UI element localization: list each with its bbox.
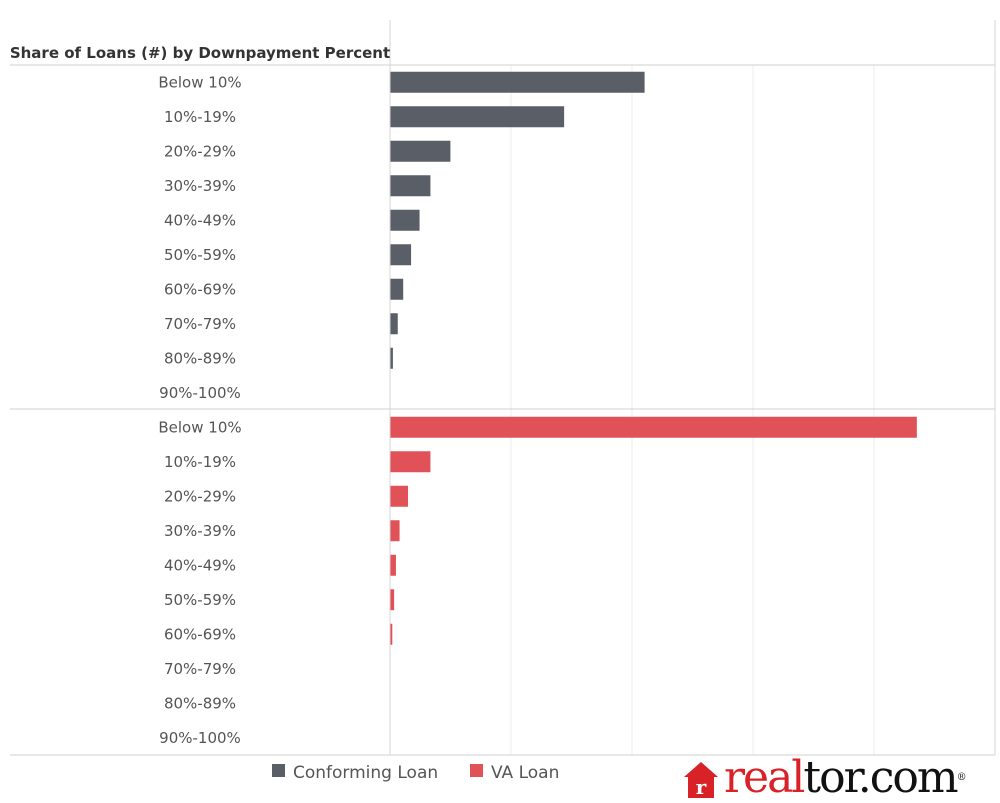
bar-va-6 — [390, 623, 393, 645]
row-label: 80%-89% — [164, 349, 236, 367]
bar-va-4 — [390, 554, 396, 576]
row-label: 50%-59% — [164, 591, 236, 609]
row-labels: Below 10% 10%-19% 20%-29% 30%-39% 40%-49% 50%… — [158, 73, 241, 747]
bar-conforming-4 — [390, 209, 420, 231]
bar-conforming-6 — [390, 278, 404, 300]
legend: Conforming Loan VA Loan — [272, 763, 559, 783]
row-label: 50%-59% — [164, 246, 236, 264]
bar-conforming-5 — [390, 244, 412, 266]
bars — [390, 71, 917, 645]
row-label: 20%-29% — [164, 487, 236, 505]
row-label: 30%-39% — [164, 177, 236, 195]
row-label: 30%-39% — [164, 522, 236, 540]
chart-title: Share of Loans (#) by Downpayment Percen… — [10, 44, 390, 62]
row-label: 60%-69% — [164, 280, 236, 298]
bar-conforming-7 — [390, 313, 398, 335]
bar-conforming-1 — [390, 106, 565, 128]
grid-lines — [389, 20, 996, 755]
bar-va-0 — [390, 416, 917, 438]
bar-conforming-3 — [390, 175, 431, 197]
bar-conforming-2 — [390, 140, 451, 162]
row-label: 90%-100% — [159, 729, 241, 747]
svg-text:r: r — [696, 775, 707, 799]
row-label: 90%-100% — [159, 384, 241, 402]
bar-conforming-8 — [390, 347, 393, 369]
row-label: 20%-29% — [164, 142, 236, 160]
logo-wordmark: realtor.com® — [724, 752, 967, 803]
panel-dividers — [10, 64, 995, 756]
bar-va-3 — [390, 520, 400, 542]
legend-swatch-1 — [470, 764, 483, 777]
bar-va-1 — [390, 451, 431, 473]
bar-va-5 — [390, 589, 395, 611]
bar-conforming-0 — [390, 71, 645, 93]
house-r-icon: r — [684, 762, 718, 799]
row-label: 80%-89% — [164, 694, 236, 712]
legend-label-0: Conforming Loan — [293, 763, 438, 783]
row-label: 10%-19% — [164, 453, 236, 471]
row-label: Below 10% — [158, 418, 241, 436]
row-label: 70%-79% — [164, 315, 236, 333]
row-label: 60%-69% — [164, 625, 236, 643]
row-label: 40%-49% — [164, 211, 236, 229]
row-label: 40%-49% — [164, 556, 236, 574]
bar-va-2 — [390, 485, 409, 507]
realtor-logo: r realtor.com® — [682, 748, 967, 800]
row-label: Below 10% — [158, 73, 241, 91]
row-label: 70%-79% — [164, 660, 236, 678]
row-label: 10%-19% — [164, 108, 236, 126]
legend-label-1: VA Loan — [491, 763, 559, 783]
legend-swatch-0 — [272, 764, 285, 777]
